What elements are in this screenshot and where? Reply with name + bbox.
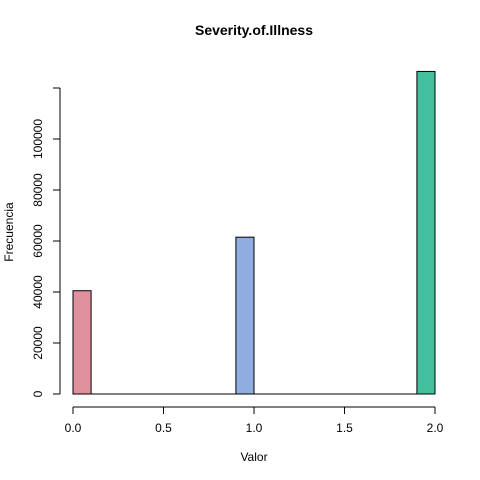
x-tick-label: 1.5: [336, 421, 353, 435]
histogram-bar: [235, 236, 255, 395]
y-tick-label: 60000: [31, 224, 45, 258]
x-axis: 0.0 0.5 1.0 1.5 2.0: [65, 406, 444, 435]
histogram-bar: [72, 290, 92, 395]
y-axis-label: Frecuencia: [2, 202, 16, 262]
x-axis-label: Valor: [240, 450, 267, 464]
y-tick-label: 80000: [31, 173, 45, 207]
histogram-bar: [416, 70, 436, 395]
y-tick-label: 100000: [31, 119, 45, 159]
x-tick-label: 0.0: [65, 421, 82, 435]
x-tick-label: 0.5: [155, 421, 172, 435]
x-tick-label: 1.0: [246, 421, 263, 435]
chart-title: Severity.of.Illness: [195, 22, 313, 38]
bars-group: [72, 70, 436, 395]
y-tick-label: 0: [31, 390, 45, 397]
y-axis: 0 20000 40000 60000 80000 100000: [31, 87, 61, 397]
x-tick-label: 2.0: [427, 421, 444, 435]
y-tick-label: 20000: [31, 326, 45, 360]
y-tick-label: 40000: [31, 275, 45, 309]
